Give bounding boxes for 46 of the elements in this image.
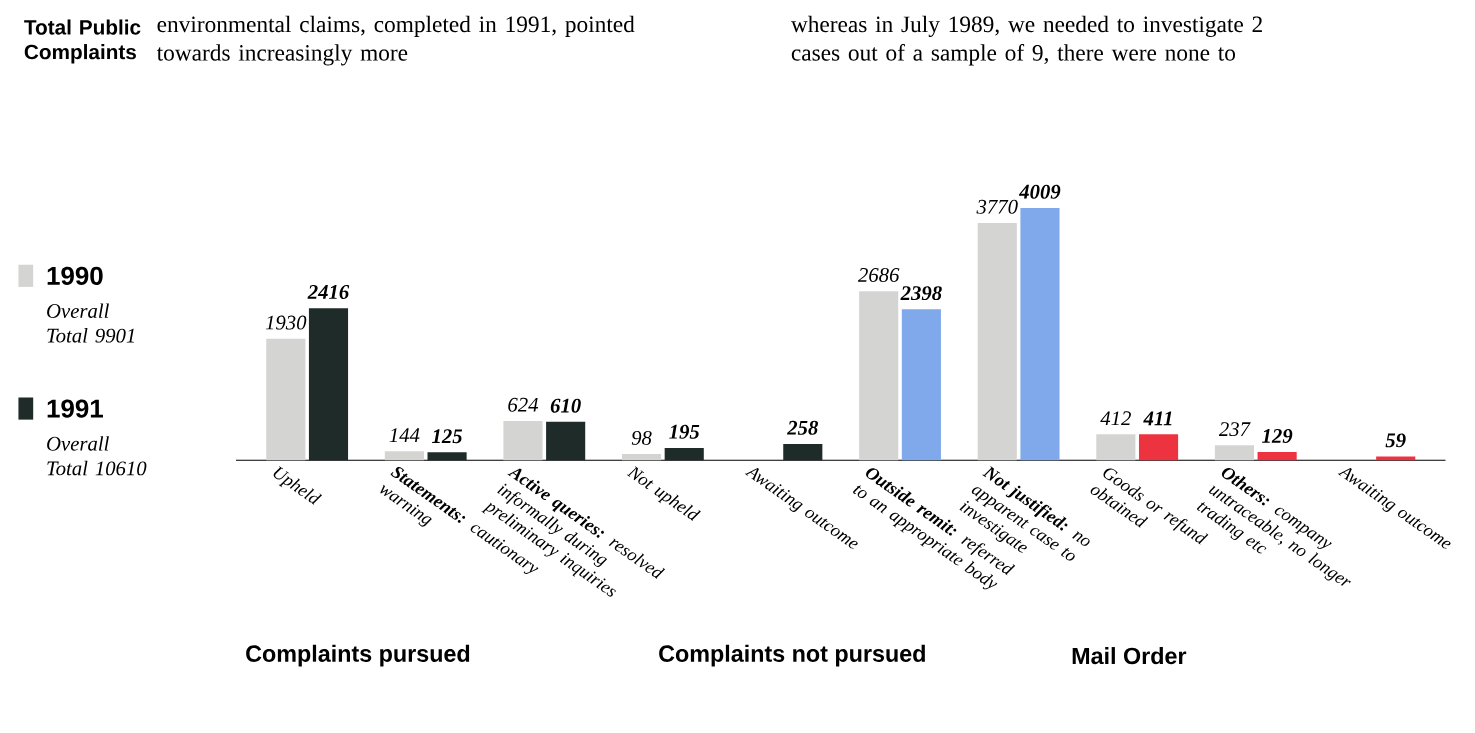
text: Mail Order: [1072, 647, 1187, 665]
bar: [1257, 452, 1297, 461]
data-label: 258: [787, 420, 819, 435]
data-label: 3770: [976, 199, 1018, 214]
data-label: 4009: [1018, 184, 1061, 199]
bar: [1138, 434, 1179, 461]
bar: [1020, 207, 1060, 461]
legend-label: 1991: [47, 399, 103, 418]
data-label: 98: [631, 430, 652, 445]
data-label: 129: [1262, 428, 1293, 443]
data-label: 2416: [307, 285, 350, 299]
bar: [1096, 434, 1136, 461]
data-label: 412: [1100, 411, 1131, 426]
data-label: 1930: [265, 315, 307, 330]
bar: [1214, 445, 1254, 461]
bar: [901, 309, 941, 461]
bar: [308, 308, 349, 461]
bar: [621, 453, 662, 461]
data-label: 610: [550, 398, 581, 413]
bar: [503, 420, 543, 461]
data-label: 59: [1385, 433, 1406, 448]
text: Complaints not pursued: [659, 644, 925, 667]
text: Complaints pursued: [246, 644, 470, 667]
bar: [266, 338, 306, 461]
text: Overall Total 10610: [47, 436, 147, 476]
bar: [546, 421, 586, 461]
data-label: 2398: [900, 286, 942, 301]
text: whereas in July 1989, we needed to investigate 2 cases out of a sample of 9, there were none to: [790, 15, 1262, 66]
bar: [664, 447, 704, 461]
legend-label: 1990: [47, 266, 103, 285]
data-label: 624: [508, 397, 539, 412]
text: Overall Total 9901: [47, 303, 135, 343]
data-label: 237: [1218, 422, 1251, 437]
data-label: 144: [389, 428, 420, 442]
data-label: 411: [1143, 411, 1172, 426]
bar: [1376, 456, 1416, 461]
text: environmental claims, completed in 1991, pointed towards increasingly more: [156, 15, 635, 66]
bar: [859, 291, 899, 461]
bar: [977, 222, 1017, 461]
data-label: 125: [432, 429, 463, 444]
bar: [427, 452, 467, 461]
bar: [384, 451, 424, 461]
chart-title: Total Public Complaints: [24, 19, 141, 64]
bar: [783, 443, 823, 461]
data-label: 2686: [857, 267, 900, 282]
data-label: 195: [669, 424, 700, 439]
